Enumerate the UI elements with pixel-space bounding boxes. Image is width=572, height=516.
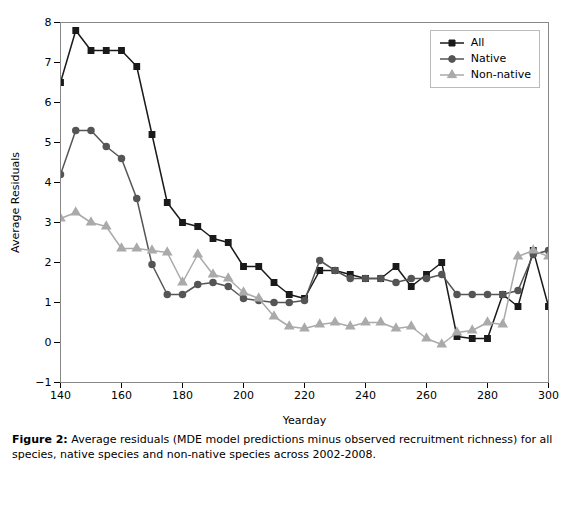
svg-text:140: 140 — [50, 389, 71, 402]
svg-text:−1: −1 — [35, 376, 51, 389]
svg-text:1: 1 — [45, 296, 52, 309]
svg-text:240: 240 — [355, 389, 376, 402]
svg-text:220: 220 — [294, 389, 315, 402]
svg-text:200: 200 — [233, 389, 254, 402]
svg-text:Average Residuals: Average Residuals — [9, 152, 22, 253]
svg-text:5: 5 — [45, 136, 52, 149]
svg-text:300: 300 — [538, 389, 559, 402]
svg-text:180: 180 — [172, 389, 193, 402]
svg-text:260: 260 — [416, 389, 437, 402]
html-text:All: All — [470, 36, 485, 49]
svg-text:0: 0 — [45, 336, 52, 349]
html-text:Non-native: Non-native — [470, 68, 531, 81]
svg-text:3: 3 — [45, 216, 52, 229]
svg-text:8: 8 — [45, 16, 52, 29]
svg-text:6: 6 — [45, 96, 52, 109]
svg-text:160: 160 — [111, 389, 132, 402]
html-text:Figure 2: Average residuals (M: Figure 2: Average residuals (MDE model p… — [12, 433, 553, 461]
svg-text:280: 280 — [477, 389, 498, 402]
svg-text:2: 2 — [45, 256, 52, 269]
svg-text:Yearday: Yearday — [282, 414, 327, 427]
svg-text:7: 7 — [45, 56, 52, 69]
html-text:Native: Native — [470, 52, 507, 65]
svg-text:4: 4 — [45, 176, 52, 189]
